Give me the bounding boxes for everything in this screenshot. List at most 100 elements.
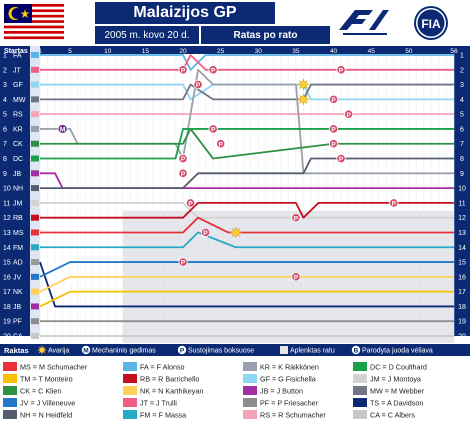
grid-position: 6 <box>3 126 7 133</box>
driver-swatch <box>31 259 39 266</box>
series-line-ms <box>40 216 454 234</box>
lap-tick-label: 5 <box>68 48 72 55</box>
lap-tick-label: 10 <box>104 48 112 55</box>
driver-code: DC <box>13 156 23 163</box>
series-line-mw <box>40 83 454 101</box>
final-position: 3 <box>460 82 464 89</box>
pitstop-marker-label: P <box>218 141 223 148</box>
driver-code: PF <box>13 319 22 326</box>
p-key-icon <box>177 345 187 355</box>
driver-key-name: RB = R Barrichello <box>140 375 199 384</box>
pitstop-marker-label: P <box>331 127 336 134</box>
driver-key-swatch <box>3 398 17 407</box>
driver-swatch <box>31 244 39 251</box>
driver-key-name: PF = P Friesacher <box>260 399 319 408</box>
driver-swatch <box>31 111 39 118</box>
series-line-jv <box>39 261 454 278</box>
mechanical-marker-label: M <box>60 127 65 134</box>
driver-code: AD <box>13 260 23 267</box>
pitstop-marker-label: P <box>181 156 186 163</box>
lap-tick-label: 40 <box>330 48 338 55</box>
final-position: 14 <box>458 245 466 252</box>
grid-position: 11 <box>3 200 10 207</box>
grid-position: 20 <box>3 334 11 341</box>
series-line-rb <box>40 201 454 219</box>
driver-code: JT <box>13 67 22 74</box>
lapped-key-icon <box>280 346 288 354</box>
pitstop-marker <box>328 139 339 149</box>
driver-code: CA <box>13 334 23 341</box>
driver-key-name: CK = C Klien <box>20 387 61 396</box>
final-position: 17 <box>458 289 466 296</box>
final-position: 15 <box>458 260 466 267</box>
pitstop-marker-label: P <box>203 230 208 237</box>
left-column <box>0 46 30 336</box>
driver-key-swatch <box>123 398 137 407</box>
driver-swatch <box>31 66 39 73</box>
pitstop-marker <box>178 257 188 267</box>
driver-swatch <box>31 229 39 236</box>
driver-key-swatch <box>243 362 257 371</box>
driver-swatch <box>31 288 39 295</box>
pitstop-marker-label: P <box>181 67 186 74</box>
page-title: Malaizijos GP <box>95 2 275 24</box>
driver-key-name: TS = A Davidson <box>370 399 423 408</box>
pitstop-marker <box>178 65 188 75</box>
driver-key-swatch <box>123 374 137 383</box>
driver-key-swatch <box>3 410 17 419</box>
final-position: 18 <box>458 304 466 311</box>
driver-key-name: MW = M Webber <box>370 387 425 396</box>
pitstop-marker <box>389 198 399 208</box>
accident-marker <box>229 226 243 239</box>
pitstop-marker <box>328 94 339 104</box>
start-label: Startas <box>4 48 28 55</box>
header: Malaizijos GP 2005 m. kovo 20 d. Ratas p… <box>0 0 470 46</box>
driver-code: GF <box>13 82 23 89</box>
final-position: 1 <box>460 53 464 60</box>
pitstop-marker-label: P <box>211 127 216 134</box>
pitstop-marker-label: P <box>188 200 193 207</box>
final-position: 12 <box>458 215 466 222</box>
driver-key-swatch <box>353 410 367 419</box>
pitstop-marker-label: P <box>181 171 186 178</box>
grid-position: 14 <box>3 245 11 252</box>
driver-key-swatch <box>353 386 367 395</box>
driver-key-swatch <box>3 374 17 383</box>
b-key-icon <box>351 345 361 355</box>
grid-position: 16 <box>3 274 11 281</box>
driver-key-name: FA = F Alonso <box>140 363 185 372</box>
grid-position: 13 <box>3 230 11 237</box>
grid-position: 5 <box>3 112 7 119</box>
race-date: 2005 m. kovo 20 d. <box>95 26 199 44</box>
driver-code: FM <box>13 245 23 252</box>
pitstop-marker <box>201 227 211 238</box>
legend-key-text: Avarija <box>48 348 69 355</box>
driver-key-swatch <box>353 374 367 383</box>
driver-code: FA <box>13 53 22 60</box>
driver-key-swatch <box>123 410 137 419</box>
final-position: 20 <box>458 334 466 341</box>
lap-tick-label: 50 <box>405 48 413 55</box>
accident-marker <box>297 78 310 91</box>
series-line-jt <box>40 54 454 71</box>
legend-bar <box>0 344 470 356</box>
driver-swatch <box>31 214 39 221</box>
series-line-dc <box>40 128 454 160</box>
grid-position: 1 <box>3 53 7 60</box>
legend-key-text: Aplenktas ratu <box>290 348 335 355</box>
final-position: 9 <box>460 171 464 178</box>
driver-key-name: MS = M Schumacher <box>20 363 88 372</box>
driver-code: MS <box>13 230 24 237</box>
final-position: 19 <box>458 319 466 326</box>
lap-tick-label: 20 <box>179 48 187 55</box>
final-position: 4 <box>460 97 464 104</box>
pitstop-marker-label: P <box>331 141 336 148</box>
grid-position: 10 <box>3 186 11 193</box>
pitstop-marker <box>216 139 226 149</box>
final-position: 8 <box>460 156 464 163</box>
legend-key-text: Parodyta juoda vėliava <box>362 348 433 355</box>
driver-key-name: NH = N Heidfeld <box>20 411 72 420</box>
driver-key-name: DC = D Coulthard <box>370 363 427 372</box>
driver-key-name: TM = T Monteiro <box>20 375 73 384</box>
